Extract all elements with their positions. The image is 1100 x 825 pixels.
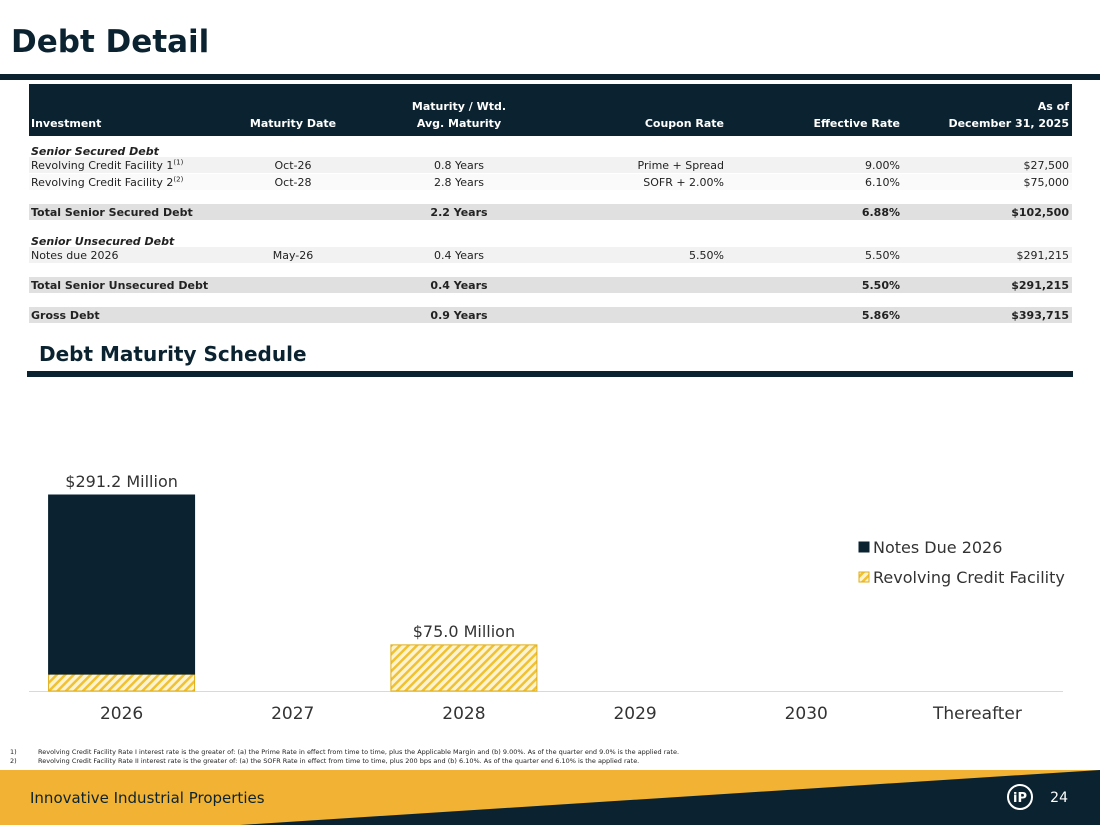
logo-ring (1007, 784, 1033, 810)
footer: iP Innovative Industrial Properties 24 (0, 770, 1100, 825)
table-cell: Prime + Spread (637, 159, 724, 172)
row-band (29, 174, 1072, 190)
table-cell: 2.2 Years (430, 206, 488, 219)
footnote-text: Revolving Credit Facility Rate I interes… (38, 748, 680, 756)
table-cell: 5.50% (865, 249, 900, 262)
table-cell: $102,500 (1011, 206, 1069, 219)
section-title: Debt Maturity Schedule (39, 342, 307, 366)
column-header: Effective Rate (813, 117, 900, 130)
table-cell: $291,215 (1011, 279, 1069, 292)
bar-segment (390, 644, 538, 692)
column-header: Maturity Date (249, 117, 337, 130)
logo: iP (1013, 791, 1027, 806)
total-band (29, 277, 1072, 293)
table-cell: Notes due 2026 (31, 249, 119, 262)
table-cell: 5.50% (861, 279, 900, 292)
data-label: $291.2 Million (65, 472, 178, 491)
table-cell: 6.10% (865, 176, 900, 189)
page-number: 24 (1050, 790, 1068, 806)
title-rule (0, 74, 1100, 80)
x-tick-label: 2030 (785, 704, 828, 724)
table-header (29, 84, 1072, 136)
table-cell: Total Senior Secured Debt (31, 206, 193, 219)
column-header: As of (1037, 100, 1069, 113)
column-header: Investment (31, 117, 102, 130)
table-cell: 0.8 Years (433, 159, 484, 172)
page-title: Debt Detail (11, 24, 210, 60)
table-cell: May-26 (272, 249, 314, 262)
legend-label: Revolving Credit Facility (873, 568, 1065, 587)
column-header: Maturity / Wtd. (411, 100, 507, 113)
table-cell: 5.86% (861, 309, 900, 322)
column-header: December 31, 2025 (948, 117, 1069, 130)
table-cell: 0.4 Years (430, 279, 488, 292)
total-band (29, 204, 1072, 220)
table-cell: $393,715 (1011, 309, 1069, 322)
table-cell: 6.88% (861, 206, 900, 219)
column-header: Coupon Rate (644, 117, 724, 130)
table-cell: Revolving Credit Facility 2(2) (31, 176, 183, 189)
table-cell: 0.9 Years (430, 309, 488, 322)
x-tick-label: 2026 (100, 704, 143, 724)
company-name: Innovative Industrial Properties (30, 789, 265, 807)
table-cell: Total Senior Unsecured Debt (31, 279, 209, 292)
table-cell: 5.50% (689, 249, 724, 262)
table-cell: Oct-26 (274, 159, 312, 172)
table-cell: 2.8 Years (433, 176, 484, 189)
table-cell: Revolving Credit Facility 1(1) (31, 159, 183, 172)
table-cell: 9.00% (865, 159, 900, 172)
table-cell: $291,215 (1016, 249, 1070, 262)
row-band (29, 247, 1072, 263)
table-cell: $75,000 (1023, 176, 1070, 189)
data-label: $75.0 Million (413, 622, 515, 641)
footnote-ref: (1) (173, 158, 184, 167)
cell-text: Revolving Credit Facility 1 (31, 159, 174, 172)
column-header: Avg. Maturity (416, 117, 502, 130)
x-tick-label: Thereafter (932, 704, 1022, 724)
x-tick-label: 2029 (613, 704, 656, 724)
row-band (29, 157, 1072, 173)
footnote-number: 2) (10, 757, 17, 765)
bar-segment (48, 673, 196, 692)
legend-swatch (858, 541, 870, 553)
table-cell: Oct-28 (274, 176, 312, 189)
x-tick-label: 2028 (442, 704, 485, 724)
footnote-text: Revolving Credit Facility Rate II intere… (38, 757, 640, 765)
table-cell: 0.4 Years (433, 249, 484, 262)
section-rule (27, 371, 1073, 377)
table-cell: SOFR + 2.00% (643, 176, 724, 189)
bar-segment (48, 494, 196, 675)
footnote-ref: (2) (173, 175, 184, 184)
legend-label: Notes Due 2026 (873, 538, 1002, 557)
legend-swatch (858, 571, 870, 583)
section-label: Senior Secured Debt (31, 145, 159, 158)
table-cell: $27,500 (1023, 159, 1070, 172)
total-band (29, 307, 1072, 323)
section-label: Senior Unsecured Debt (31, 235, 175, 248)
x-tick-label: 2027 (271, 704, 314, 724)
footer-shape (240, 770, 1100, 825)
table-cell: Gross Debt (31, 309, 100, 322)
footnote-number: 1) (10, 748, 17, 756)
cell-text: Revolving Credit Facility 2 (31, 176, 174, 189)
